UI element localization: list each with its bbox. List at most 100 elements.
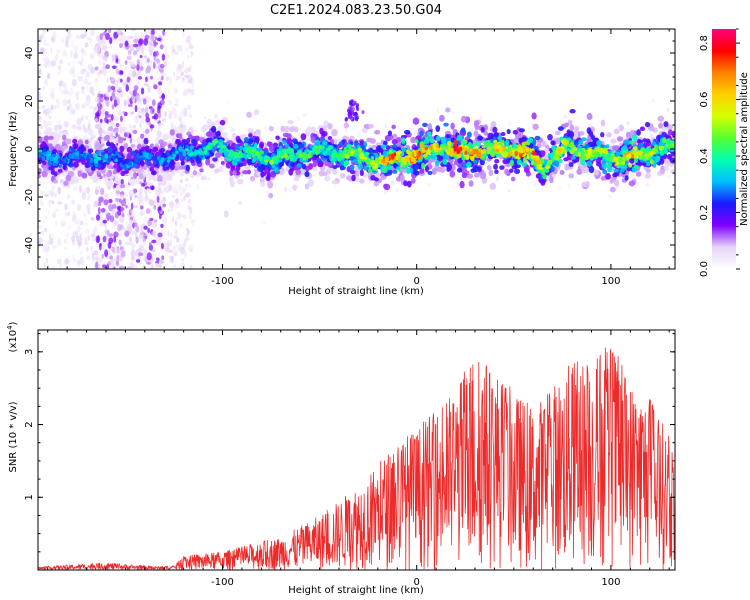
heatmap-cell bbox=[176, 66, 179, 71]
heatmap-cell bbox=[38, 94, 42, 101]
heatmap-cell bbox=[108, 126, 114, 131]
heatmap-cell bbox=[85, 115, 88, 121]
heatmap-cell bbox=[179, 123, 184, 130]
heatmap-cell bbox=[399, 174, 405, 181]
heatmap-cell bbox=[43, 61, 48, 68]
heatmap-cell bbox=[567, 119, 573, 126]
heatmap-cell bbox=[605, 172, 611, 180]
heatmap-cell bbox=[157, 258, 160, 262]
heatmap-cell bbox=[456, 181, 460, 187]
heatmap-cell bbox=[38, 236, 43, 244]
heatmap-cell bbox=[128, 241, 133, 246]
heatmap-cell bbox=[163, 216, 168, 224]
heatmap-cell bbox=[162, 242, 168, 250]
heatmap-cell bbox=[105, 99, 110, 107]
heatmap-cell bbox=[375, 172, 381, 177]
heatmap-cell bbox=[435, 135, 441, 142]
heatmap-cell bbox=[72, 61, 75, 69]
heatmap-cell bbox=[131, 46, 135, 51]
heatmap-cell bbox=[72, 255, 75, 263]
heatmap-cell bbox=[659, 169, 665, 175]
heatmap-cell bbox=[128, 123, 132, 129]
heatmap-cell bbox=[388, 135, 394, 140]
heatmap-cell bbox=[223, 210, 229, 218]
heatmap-cell bbox=[148, 78, 154, 83]
heatmap-cell bbox=[78, 232, 83, 236]
heatmap-cell bbox=[613, 128, 620, 135]
heatmap-cell bbox=[390, 180, 395, 186]
heatmap-cell bbox=[66, 29, 72, 35]
heatmap-cell bbox=[175, 75, 180, 81]
heatmap-cell bbox=[60, 220, 66, 228]
heatmap-cell bbox=[316, 158, 322, 163]
heatmap-cell bbox=[77, 61, 82, 65]
heatmap-cell bbox=[39, 190, 45, 195]
heatmap-cell bbox=[145, 128, 150, 134]
heatmap-cell bbox=[450, 122, 455, 130]
heatmap-cell bbox=[120, 216, 125, 224]
heatmap-cell bbox=[64, 258, 70, 265]
heatmap-cell bbox=[460, 115, 467, 123]
heatmap-cell bbox=[206, 118, 212, 126]
heatmap-cell bbox=[424, 165, 429, 173]
heatmap-cell bbox=[144, 190, 148, 195]
heatmap-cell bbox=[125, 193, 128, 198]
heatmap-cell bbox=[190, 88, 195, 96]
heatmap-cell bbox=[46, 73, 51, 79]
heatmap-cell bbox=[508, 168, 514, 173]
heatmap-cell bbox=[129, 263, 134, 269]
heatmap-cell bbox=[117, 231, 123, 238]
heatmap-cell bbox=[99, 118, 103, 123]
heatmap-cell bbox=[361, 128, 368, 134]
heatmap-cell bbox=[42, 244, 47, 248]
heatmap-cell bbox=[300, 133, 307, 141]
heatmap-cell bbox=[113, 231, 119, 238]
heatmap-cell bbox=[380, 144, 387, 149]
heatmap-cell bbox=[96, 257, 103, 263]
heatmap-cell bbox=[90, 135, 94, 141]
heatmap-cell bbox=[102, 55, 108, 61]
heatmap-cell bbox=[120, 183, 126, 189]
heatmap-cell bbox=[403, 180, 408, 187]
heatmap-cell bbox=[148, 45, 154, 53]
heatmap-cell bbox=[133, 222, 138, 228]
heatmap-cell bbox=[647, 126, 655, 132]
heatmap-cell bbox=[332, 165, 338, 170]
heatmap-cell bbox=[479, 116, 483, 120]
heatmap-cell bbox=[57, 201, 62, 205]
heatmap-cell bbox=[146, 134, 151, 140]
heatmap-cell bbox=[99, 33, 103, 41]
heatmap-cell bbox=[84, 222, 88, 227]
heatmap-cell bbox=[130, 250, 136, 257]
heatmap-cell bbox=[95, 261, 99, 269]
heatmap-cell bbox=[574, 125, 580, 132]
heatmap-cell bbox=[104, 91, 110, 98]
heatmap-cell bbox=[188, 114, 193, 119]
heatmap-cell bbox=[286, 138, 293, 145]
heatmap-cell bbox=[331, 128, 338, 137]
heatmap-cell bbox=[359, 178, 365, 184]
heatmap-cell bbox=[186, 55, 190, 59]
heatmap-cell bbox=[134, 87, 138, 95]
heatmap-cell bbox=[80, 48, 85, 53]
heatmap-cell bbox=[657, 115, 665, 122]
heatmap-cell bbox=[119, 246, 124, 251]
heatmap-cell bbox=[38, 211, 41, 220]
heatmap-cell bbox=[115, 68, 120, 75]
heatmap-cell bbox=[101, 254, 105, 259]
heatmap-cell bbox=[127, 97, 131, 106]
heatmap-cell bbox=[116, 97, 121, 105]
heatmap-cell bbox=[514, 168, 521, 175]
heatmap-cell bbox=[97, 127, 103, 135]
heatmap-cell bbox=[496, 177, 499, 182]
heatmap-cell bbox=[266, 141, 272, 147]
heatmap-cell bbox=[73, 185, 78, 191]
heatmap-cell bbox=[564, 163, 570, 171]
heatmap-cell bbox=[488, 169, 494, 177]
heatmap-cell bbox=[160, 242, 164, 250]
heatmap-cell bbox=[52, 265, 56, 269]
heatmap-cell bbox=[74, 103, 78, 109]
heatmap-cell bbox=[192, 170, 198, 176]
heatmap-cell bbox=[101, 51, 104, 59]
heatmap-cell bbox=[614, 179, 620, 187]
